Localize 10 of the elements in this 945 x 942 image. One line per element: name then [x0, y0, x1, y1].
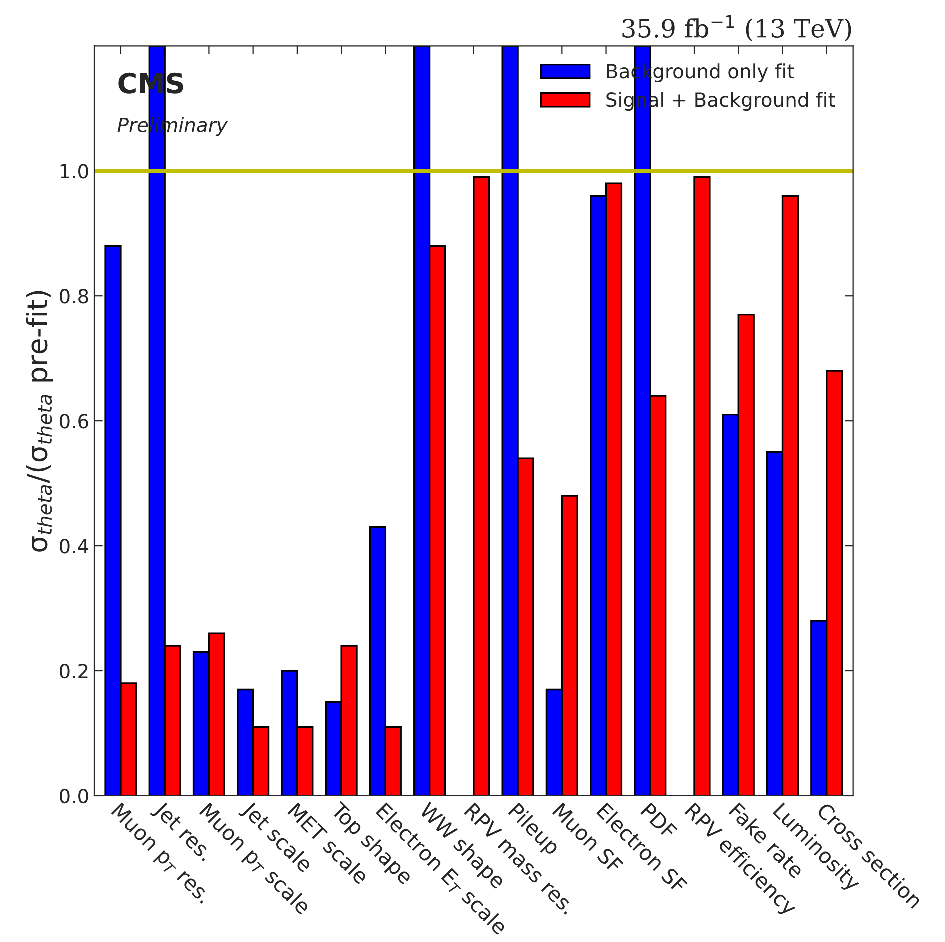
y-tick-label: 0.6 — [60, 414, 88, 429]
bar — [473, 176, 490, 796]
y-tick-label: 0.8 — [60, 289, 88, 304]
y-tick-label: 0.0 — [60, 788, 88, 804]
y-tick-label: 0.4 — [60, 539, 89, 554]
chart-title: 35.9 fb$^{−1}$ (13 TeV) — [622, 15, 852, 42]
bar — [694, 176, 711, 796]
y-tick-label: 1.0 — [60, 164, 88, 179]
y-axis-title: σ$_{theta}$/(σ$_{theta}$ pre-fit) — [26, 291, 54, 552]
y-tick-label: 0.2 — [60, 664, 88, 679]
